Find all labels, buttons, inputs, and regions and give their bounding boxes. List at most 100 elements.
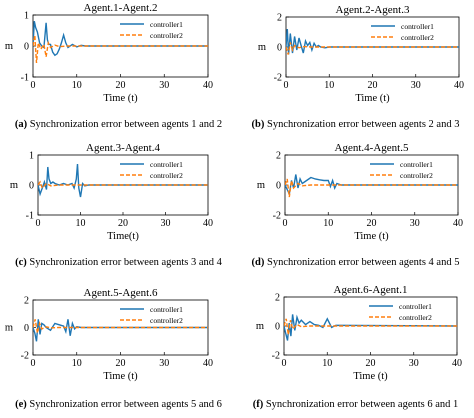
series-line-controller2	[285, 178, 458, 198]
caption-b-label: (b)	[251, 119, 265, 130]
y-tick-label: -2	[272, 351, 280, 362]
series-line-controller2	[284, 318, 457, 335]
x-tick-label: 20	[116, 358, 126, 369]
caption-f-label: (f)	[252, 399, 264, 410]
chart-panel-3: Agent.3-Agent.40 10 20 30 40-101Time(t)mcont…	[10, 142, 213, 242]
x-tick-label: 30	[159, 358, 169, 369]
y-tick-label: 0	[275, 322, 280, 333]
x-tick-label: 20	[367, 218, 377, 229]
chart-title: Agent.1-Agent.2	[84, 2, 158, 14]
caption-e-text: Synchronization error between agents 5 a…	[29, 399, 222, 410]
y-tick-label: 2	[24, 296, 29, 307]
x-axis-label: Time (t)	[103, 371, 138, 382]
series-line-controller2	[33, 319, 208, 334]
x-tick-label: 30	[409, 358, 419, 369]
chart-title: Agent.4-Agent.5	[335, 142, 409, 154]
y-tick-label: 0	[24, 42, 29, 53]
caption-d: (d) Synchronization error between agents…	[237, 257, 474, 268]
legend-label-controller2: controller2	[401, 33, 434, 42]
y-axis-label: m	[257, 180, 265, 191]
x-tick-label: 10	[76, 218, 86, 229]
caption-f-text: Synchronization error between agents 6 a…	[265, 399, 459, 410]
x-tick-label: 10	[72, 80, 82, 91]
x-tick-label: 0	[36, 218, 41, 229]
x-tick-label: 20	[368, 80, 378, 91]
x-tick-label: 20	[118, 218, 128, 229]
x-tick-label: 10	[322, 358, 332, 369]
y-tick-label: 2	[277, 13, 282, 24]
x-tick-label: 10	[72, 358, 82, 369]
y-axis-label: m	[256, 321, 264, 332]
series-line-controller1	[33, 21, 208, 57]
legend-label-controller1: controller1	[401, 22, 434, 31]
x-axis-label: Time(t)	[107, 231, 139, 242]
x-tick-label: 40	[203, 358, 213, 369]
x-tick-label: 30	[410, 218, 420, 229]
caption-c-text: Synchronization error between agents 3 a…	[29, 257, 222, 268]
x-tick-label: 20	[116, 80, 126, 91]
caption-a-text: Synchronization error between agents 1 a…	[29, 119, 223, 130]
x-tick-label: 0	[31, 80, 36, 91]
chart-title: Agent.5-Agent.6	[84, 287, 158, 299]
legend-label-controller1: controller1	[399, 302, 432, 311]
caption-e: (e) Synchronization error between agents…	[0, 399, 237, 410]
caption-c: (c) Synchronization error between agents…	[0, 257, 237, 268]
y-axis-label: m	[258, 42, 266, 53]
y-tick-label: -1	[26, 211, 34, 222]
caption-a-label: (a)	[14, 119, 28, 130]
y-tick-label: 1	[29, 151, 34, 162]
legend-label-controller2: controller2	[150, 31, 183, 40]
legend-label-controller2: controller2	[150, 316, 183, 325]
x-tick-label: 40	[203, 218, 213, 229]
x-tick-label: 0	[31, 358, 36, 369]
x-axis-label: Time (t)	[355, 93, 390, 104]
x-axis-label: Time (t)	[103, 93, 138, 104]
series-line-controller1	[38, 163, 208, 198]
y-axis-label: m	[5, 41, 13, 52]
legend-label-controller1: controller1	[400, 160, 433, 169]
x-tick-label: 20	[366, 358, 376, 369]
y-tick-label: 2	[275, 293, 280, 304]
legend-label-controller1: controller1	[150, 20, 183, 29]
x-tick-label: 0	[282, 358, 287, 369]
y-tick-label: 2	[276, 151, 281, 162]
caption-e-label: (e)	[15, 399, 27, 410]
x-tick-label: 40	[452, 358, 462, 369]
y-tick-label: 0	[277, 43, 282, 54]
series-line-controller2	[38, 180, 208, 190]
y-tick-label: 0	[24, 323, 29, 334]
caption-f: (f) Synchronization error between agents…	[237, 399, 474, 410]
legend-label-controller2: controller2	[150, 171, 183, 180]
y-tick-label: 0	[29, 181, 34, 192]
caption-b-text: Synchronization error between agents 2 a…	[267, 119, 460, 130]
legend-label-controller1: controller1	[150, 305, 183, 314]
series-line-controller2	[286, 42, 459, 55]
series-line-controller2	[33, 34, 208, 64]
y-tick-label: -2	[274, 73, 282, 84]
y-tick-label: -1	[21, 73, 29, 84]
x-axis-label: Time (t)	[354, 231, 389, 242]
chart-title: Agent.6-Agent.1	[334, 284, 408, 296]
legend-label-controller2: controller2	[400, 171, 433, 180]
x-tick-label: 40	[454, 80, 464, 91]
y-tick-label: -2	[273, 211, 281, 222]
caption-d-text: Synchronization error between agents 4 a…	[267, 257, 460, 268]
x-tick-label: 10	[323, 218, 333, 229]
x-tick-label: 30	[159, 80, 169, 91]
x-tick-label: 30	[161, 218, 171, 229]
x-tick-label: 30	[411, 80, 421, 91]
caption-c-label: (c)	[15, 257, 27, 268]
x-tick-label: 0	[284, 80, 289, 91]
caption-d-label: (d)	[251, 257, 265, 268]
legend-label-controller1: controller1	[150, 160, 183, 169]
x-tick-label: 40	[203, 80, 213, 91]
caption-a: (a) Synchronization error between agents…	[0, 119, 237, 130]
x-tick-label: 40	[453, 218, 463, 229]
x-tick-label: 0	[283, 218, 288, 229]
